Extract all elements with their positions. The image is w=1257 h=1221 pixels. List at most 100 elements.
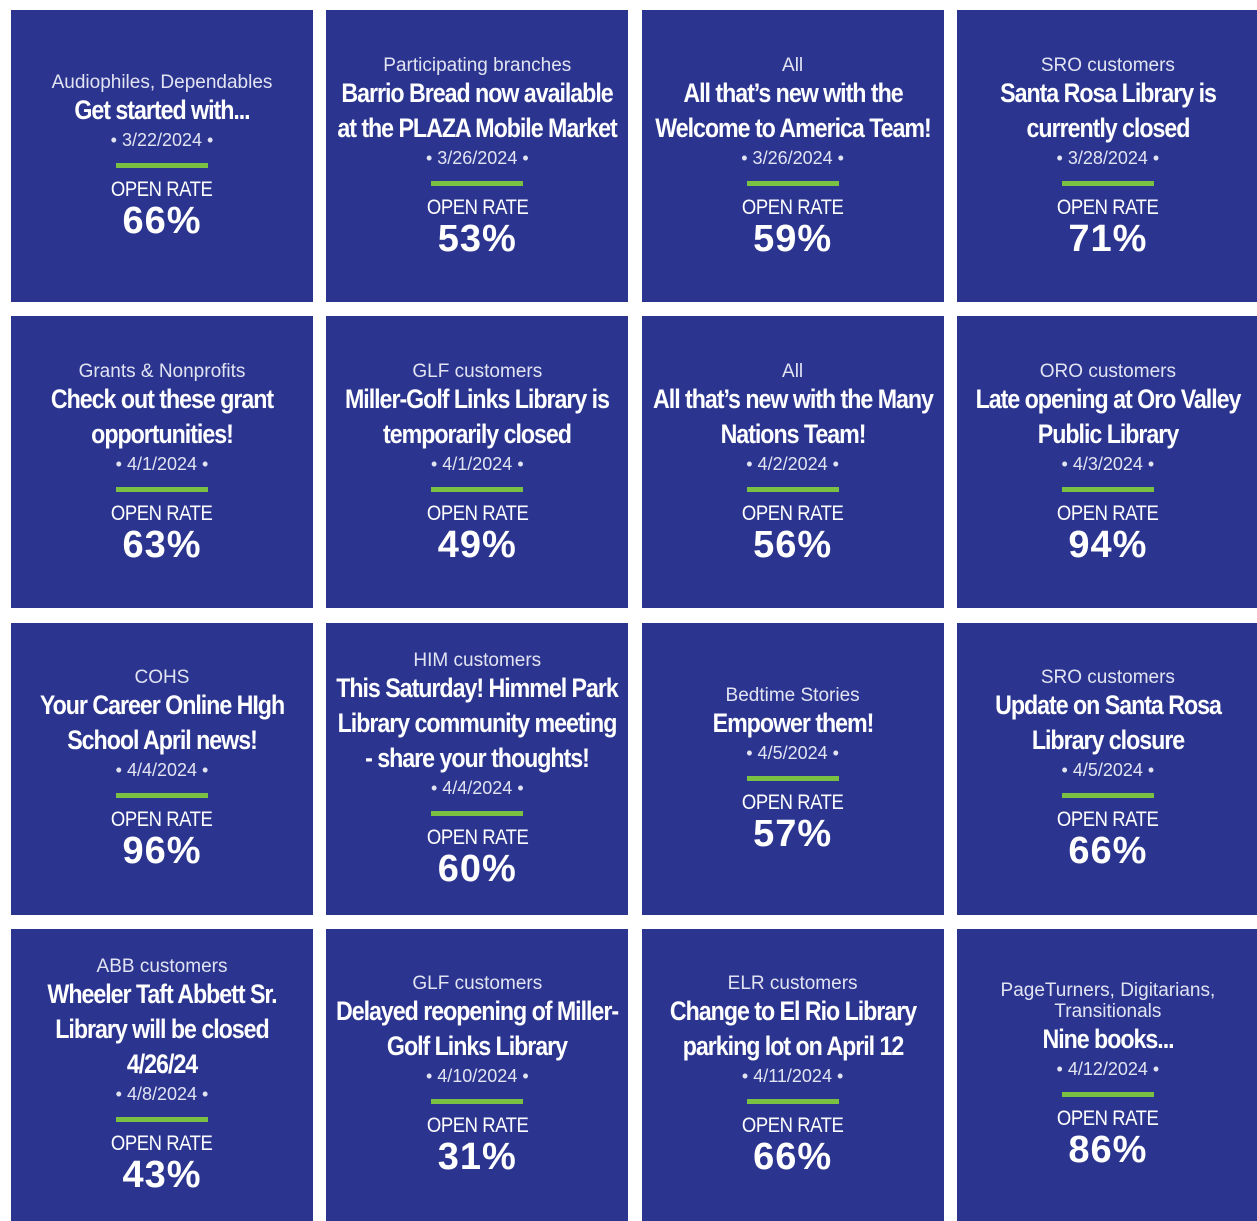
open-rate: 66%: [1068, 830, 1148, 873]
divider: [431, 810, 524, 816]
email-card: Bedtime Stories Empower them! • 4/5/2024 •…: [641, 622, 944, 915]
send-date: • 4/4/2024 •: [115, 760, 209, 781]
open-rate: 49%: [437, 523, 517, 566]
open-rate: 60%: [437, 847, 517, 890]
email-title: Delayed reopening of Miller-Golf Links L…: [336, 996, 619, 1062]
rate-label: OPEN RATE: [741, 790, 844, 814]
email-card: GLF customers Miller-Golf Links Library i…: [326, 316, 629, 609]
email-card: COHS Your Career Online HIgh School April…: [11, 622, 313, 915]
open-rate: 66%: [122, 200, 202, 242]
divider: [116, 163, 208, 168]
audience: COHS: [134, 667, 190, 689]
email-card: ABB customers Wheeler Taft Abbett Sr. Lib…: [11, 928, 313, 1221]
email-card: All All that’s new with the Welcome to Am…: [641, 10, 944, 302]
email-title: Wheeler Taft Abbett Sr. Library will be …: [47, 978, 277, 1079]
email-title: Change to El Rio Library parking lot on …: [669, 996, 917, 1062]
audience: PageTurners, Digitarians, Transitionals: [1000, 980, 1216, 1023]
rate-label: OPEN RATE: [111, 1131, 213, 1155]
open-rate: 71%: [1068, 217, 1148, 260]
email-title: Get started with...: [74, 95, 250, 125]
open-rate: 53%: [437, 217, 517, 260]
rate-label: OPEN RATE: [426, 1114, 529, 1138]
send-date: • 4/11/2024 •: [741, 1066, 844, 1087]
divider: [431, 1099, 524, 1105]
audience: ELR customers: [727, 973, 858, 995]
send-date: • 3/26/2024 •: [741, 147, 844, 168]
open-rate: 57%: [753, 812, 833, 855]
audience: ABB customers: [96, 955, 228, 977]
divider: [746, 486, 839, 492]
rate-label: OPEN RATE: [111, 501, 213, 525]
divider: [746, 1099, 839, 1105]
open-rate: 31%: [437, 1136, 517, 1179]
divider: [116, 793, 208, 799]
open-rate: 96%: [122, 830, 202, 873]
email-card: SRO customers Update on Santa Rosa Librar…: [956, 622, 1257, 915]
open-rate: 56%: [753, 523, 833, 566]
email-card: HIM customers This Saturday! Himmel Park …: [326, 622, 629, 915]
send-date: • 4/5/2024 •: [1061, 760, 1155, 781]
open-rate: 66%: [753, 1136, 833, 1179]
divider: [116, 486, 208, 492]
send-date: • 4/8/2024 •: [115, 1083, 209, 1104]
email-title: This Saturday! Himmel Park Library commu…: [336, 672, 619, 773]
email-card: PageTurners, Digitarians, Transitionals N…: [956, 928, 1257, 1221]
divider: [431, 180, 524, 186]
email-card: ORO customers Late opening at Oro Valley …: [956, 316, 1257, 609]
send-date: • 3/28/2024 •: [1056, 147, 1160, 168]
send-date: • 4/10/2024 •: [425, 1066, 529, 1087]
rate-label: OPEN RATE: [1057, 195, 1159, 219]
audience: Audiophiles, Dependables: [51, 72, 273, 93]
send-date: • 4/5/2024 •: [746, 742, 839, 763]
rate-label: OPEN RATE: [426, 501, 529, 525]
rate-label: OPEN RATE: [741, 1114, 844, 1138]
email-title: Check out these grant opportunities!: [50, 383, 274, 449]
rate-label: OPEN RATE: [426, 825, 529, 849]
email-title: Miller-Golf Links Library is temporarily…: [345, 383, 610, 449]
email-title: Your Career Online HIgh School April new…: [39, 690, 285, 756]
audience: Grants & Nonprofits: [78, 360, 246, 382]
divider: [746, 180, 839, 186]
rate-label: OPEN RATE: [741, 195, 844, 219]
rate-label: OPEN RATE: [1057, 1107, 1159, 1131]
email-card: GLF customers Delayed reopening of Miller…: [326, 928, 629, 1221]
open-rate: 63%: [122, 523, 202, 566]
email-card: SRO customers Santa Rosa Library is curre…: [956, 10, 1257, 302]
divider: [431, 486, 524, 492]
send-date: • 4/1/2024 •: [115, 453, 209, 474]
audience: SRO customers: [1040, 54, 1175, 76]
open-rate: 86%: [1068, 1129, 1148, 1172]
audience: GLF customers: [412, 973, 543, 995]
email-title: Nine books...: [1042, 1024, 1174, 1055]
rate-label: OPEN RATE: [1057, 501, 1159, 525]
send-date: • 3/22/2024 •: [110, 130, 214, 150]
audience: GLF customers: [412, 360, 543, 382]
divider: [116, 1116, 208, 1122]
email-title: Late opening at Oro Valley Public Librar…: [975, 383, 1241, 449]
email-card: Participating branches Barrio Bread now a…: [326, 10, 629, 302]
rate-label: OPEN RATE: [741, 501, 844, 525]
email-title: Barrio Bread now available at the PLAZA …: [337, 77, 618, 143]
email-card: All All that’s new with the Many Nations …: [641, 316, 944, 609]
send-date: • 4/1/2024 •: [430, 453, 524, 474]
divider: [1061, 180, 1154, 186]
email-title: Santa Rosa Library is currently closed: [1000, 77, 1217, 143]
rate-label: OPEN RATE: [1057, 808, 1159, 832]
send-date: • 4/2/2024 •: [746, 453, 839, 474]
send-date: • 4/12/2024 •: [1056, 1059, 1160, 1080]
rate-label: OPEN RATE: [111, 178, 213, 201]
send-date: • 4/4/2024 •: [430, 777, 524, 798]
audience: Bedtime Stories: [725, 684, 860, 706]
email-title: All that’s new with the Welcome to Ameri…: [654, 77, 932, 143]
email-title: Empower them!: [712, 707, 874, 738]
rate-label: OPEN RATE: [111, 808, 213, 832]
audience: All: [782, 54, 804, 76]
divider: [1061, 793, 1154, 799]
email-title: All that’s new with the Many Nations Tea…: [652, 383, 934, 449]
audience: ORO customers: [1039, 360, 1176, 382]
divider: [1061, 1092, 1154, 1098]
email-card: Grants & Nonprofits Check out these grant…: [11, 316, 313, 609]
open-rate: 94%: [1068, 523, 1148, 566]
email-card: ELR customers Change to El Rio Library pa…: [641, 928, 944, 1221]
